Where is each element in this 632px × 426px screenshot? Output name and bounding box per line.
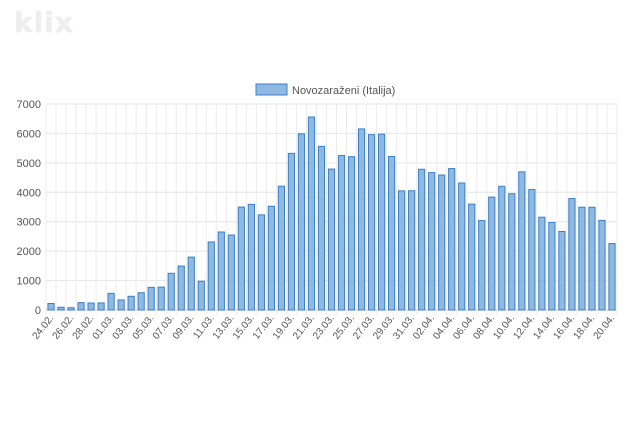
- bar-28.02: [87, 302, 95, 311]
- bar-20.04: [608, 243, 616, 311]
- bar-09.03: [187, 256, 195, 311]
- bar-15.04: [558, 231, 566, 311]
- y-tick-label: 2000: [17, 246, 41, 258]
- bar-12.04: [528, 189, 536, 311]
- bar-14.03: [237, 206, 245, 311]
- bar-08.03: [177, 265, 185, 311]
- bar-07.04: [478, 220, 486, 311]
- bar-17.03: [267, 205, 276, 311]
- y-tick-label: 4000: [17, 187, 41, 199]
- bar-01.04: [418, 168, 426, 311]
- bar-26.02: [67, 307, 75, 311]
- y-tick-label: 3000: [17, 217, 41, 229]
- bar-10.04: [508, 193, 516, 311]
- bar-12.03: [217, 231, 225, 311]
- y-tick-label: 6000: [17, 128, 41, 140]
- bar-26.03: [357, 128, 366, 311]
- bar-27.02: [77, 302, 85, 311]
- bar-18.04: [588, 206, 596, 311]
- bar-02.03: [117, 299, 125, 311]
- bar-16.04: [568, 198, 576, 311]
- bar-07.03: [167, 272, 175, 311]
- bar-13.03: [227, 234, 235, 311]
- bar-02.04: [428, 172, 436, 311]
- bar-05.04: [458, 182, 466, 311]
- bar-05.03: [147, 286, 155, 311]
- bar-27.03: [367, 134, 376, 311]
- bar-22.03: [317, 145, 326, 311]
- bar-03.03: [127, 295, 135, 311]
- bar-04.03: [137, 292, 145, 311]
- bar-23.03: [327, 168, 336, 311]
- bar-31.03: [408, 190, 416, 311]
- bar-24.02: [47, 302, 55, 311]
- bar-06.03: [157, 286, 165, 311]
- bar-10.03: [197, 280, 205, 311]
- bar-15.03: [247, 203, 255, 311]
- klix-logo: klix: [14, 6, 74, 39]
- bar-25.02: [57, 306, 65, 311]
- bar-14.04: [548, 222, 556, 311]
- bar-06.04: [468, 203, 476, 311]
- bar-24.03: [337, 155, 346, 311]
- bar-20.03: [297, 133, 306, 311]
- bar-28.03: [377, 133, 386, 311]
- y-tick-label: 5000: [17, 158, 41, 170]
- bar-19.04: [598, 219, 606, 311]
- bar-29.03: [387, 155, 396, 311]
- x-tick-label: 09.03.: [171, 313, 197, 342]
- bar-21.03: [307, 116, 316, 311]
- bar-03.04: [438, 174, 446, 311]
- legend-swatch: [255, 83, 288, 96]
- bar-04.04: [448, 168, 456, 311]
- bar-13.04: [538, 216, 546, 311]
- y-tick-label: 7000: [17, 99, 41, 111]
- bar-16.03: [257, 214, 265, 311]
- bar-01.03: [107, 292, 115, 311]
- y-tick-label: 0: [35, 305, 41, 317]
- y-tick-label: 1000: [17, 276, 41, 288]
- bar-11.04: [518, 171, 526, 311]
- bar-30.03: [398, 190, 406, 311]
- bar-11.03: [207, 241, 215, 311]
- bar-09.04: [498, 185, 506, 311]
- bar-17.04: [578, 206, 586, 311]
- bar-19.03: [287, 152, 296, 311]
- bar-18.03: [277, 185, 286, 311]
- x-tick-label: 20.04.: [592, 313, 618, 342]
- bar-25.03: [347, 156, 356, 311]
- bar-29.02: [97, 302, 105, 311]
- bar-08.04: [488, 196, 496, 311]
- legend-label: Novozaraženi (Italija): [292, 85, 395, 97]
